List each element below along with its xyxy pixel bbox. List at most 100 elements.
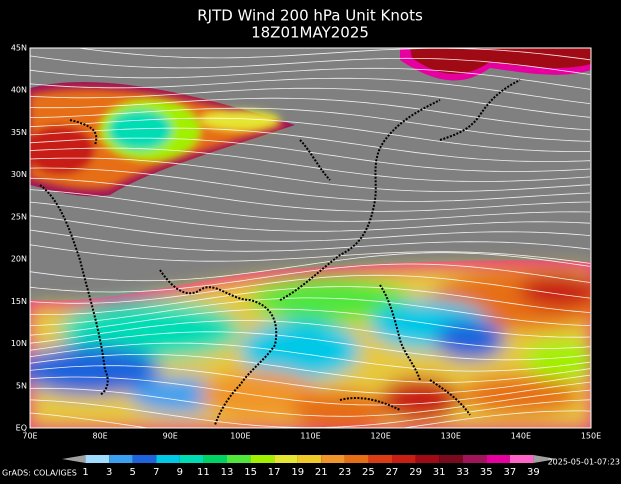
streamline [30, 157, 591, 192]
jet-colors [30, 88, 285, 190]
colorbar-swatch [109, 455, 133, 463]
colorbar: 1 3 5 7 9 11 13 15 17 19 21 23 25 27 29 31 33 35 37 39 [62, 455, 557, 478]
lat-label: 15N [11, 297, 27, 306]
colorbar-swatch [85, 455, 110, 463]
lat-label: 20N [11, 255, 27, 264]
colorbar-swatch [486, 455, 510, 463]
coastlines [39, 79, 521, 426]
streamline [30, 286, 591, 315]
lat-label: 25N [11, 212, 27, 221]
colorbar-swatch [415, 455, 440, 463]
colorbar-swatch [227, 455, 251, 463]
lat-label: 10N [11, 339, 27, 348]
streamline [30, 387, 591, 417]
colorbar-label: 23 [338, 467, 351, 478]
colorbar-label: 33 [456, 467, 469, 478]
colorbar-label: 15 [244, 467, 257, 478]
streamline [30, 297, 591, 326]
colorbar-label: 29 [409, 467, 422, 478]
streamline [30, 107, 591, 142]
streamline [30, 77, 591, 104]
colorbar-label: 35 [480, 467, 493, 478]
colorbar-label: 25 [362, 467, 375, 478]
lon-label: 130E [441, 432, 461, 441]
colorbar-swatch [509, 455, 534, 463]
streamline [30, 127, 591, 162]
lon-label: 140E [511, 432, 531, 441]
map-title: RJTD Wind 200 hPa Unit Knots [197, 7, 423, 25]
streamline [30, 376, 591, 406]
colorbar-swatch [439, 455, 463, 463]
streamline [30, 365, 591, 395]
lat-labels: 45N 40N 35N 30N 25N 20N 15N 10N 5N EQ [11, 44, 27, 433]
streamline [30, 244, 591, 264]
streamline [30, 354, 591, 383]
colorbar-label: 37 [503, 467, 516, 478]
colorbar-label: 5 [130, 467, 136, 478]
credit: GrADS: COLA/IGES [2, 469, 77, 478]
lat-label: 40N [11, 86, 27, 95]
lon-label: 150E [581, 432, 601, 441]
colorbar-swatch [321, 455, 345, 463]
streamline [30, 147, 591, 182]
colorbar-swatch [156, 455, 180, 463]
streamline [30, 320, 591, 349]
colorbar-swatch [392, 455, 416, 463]
streamline [30, 252, 591, 282]
streamline [30, 215, 591, 242]
colorbar-label: 21 [315, 467, 328, 478]
colorbar-swatch [297, 455, 322, 463]
lat-label: 5N [16, 381, 27, 390]
colorbar-label: 31 [433, 467, 446, 478]
streamline [30, 263, 591, 293]
lat-label: 35N [11, 128, 27, 137]
lon-label: 120E [370, 432, 390, 441]
colorbar-label: 1 [82, 467, 88, 478]
lon-label: 90E [163, 432, 178, 441]
colorbar-swatch [462, 455, 487, 463]
streamline [30, 67, 591, 90]
colorbar-swatch [533, 455, 557, 463]
colorbar-label: 11 [197, 467, 210, 478]
timestamp: 2025-05-01-07:23 [548, 458, 620, 467]
streamline [30, 55, 591, 75]
colorbar-swatch [132, 455, 157, 463]
streamline [30, 189, 591, 222]
lon-label: 80E [93, 432, 108, 441]
map-time: 18Z01MAY2025 [251, 24, 369, 42]
map-field [30, 48, 591, 428]
colorbar-label: 27 [386, 467, 399, 478]
colorbar-label: 7 [153, 467, 159, 478]
colorbar-swatch [274, 455, 298, 463]
colorbar-label: 19 [291, 467, 304, 478]
streamline [30, 410, 591, 428]
colorbar-swatch [179, 455, 204, 463]
colorbar-label: 13 [221, 467, 234, 478]
map-frame [29, 47, 592, 429]
colorbar-label: 3 [106, 467, 112, 478]
streamline [30, 177, 591, 212]
colorbar-swatch [203, 455, 227, 463]
lon-labels: 70E 80E 90E 100E 110E 120E 130E 140E 150E [22, 432, 601, 441]
colorbar-swatch [62, 455, 86, 463]
lon-label: 100E [230, 432, 250, 441]
lat-label: 45N [11, 44, 27, 53]
streamline [75, 48, 591, 61]
streamlines [30, 48, 591, 428]
colorbar-swatch [368, 455, 392, 463]
streamline [30, 87, 591, 118]
streamline [30, 117, 591, 153]
colorbar-swatch [250, 455, 275, 463]
streamline [30, 331, 591, 361]
colorbar-label: 39 [527, 467, 540, 478]
colorbar-label: 9 [177, 467, 183, 478]
streamline [30, 308, 591, 338]
colorbar-label: 17 [268, 467, 281, 478]
streamline [30, 229, 591, 252]
lon-label: 110E [300, 432, 320, 441]
streamline [30, 342, 591, 372]
streamline [30, 97, 591, 131]
colorbar-swatch [344, 455, 369, 463]
lat-label: 30N [11, 170, 27, 179]
